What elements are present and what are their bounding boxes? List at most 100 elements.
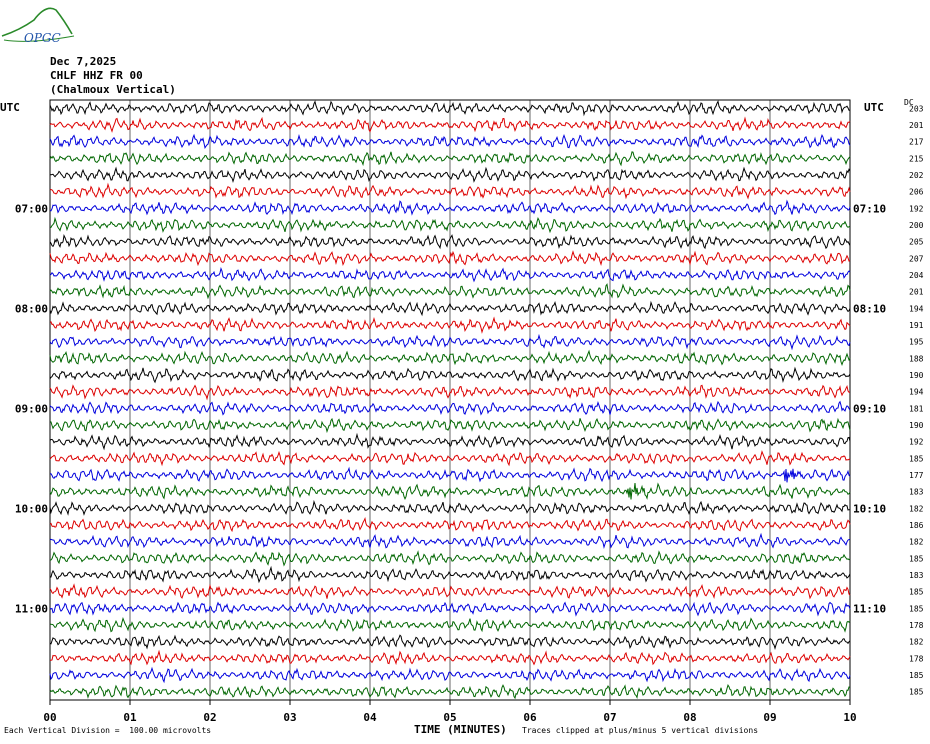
x-tick-label: 02: [203, 711, 216, 724]
x-tick-label: 01: [123, 711, 137, 724]
dc-offset-value: 205: [909, 238, 924, 247]
x-tick-label: 10: [843, 711, 856, 724]
seismic-trace: [49, 100, 850, 117]
dc-offset-value: 194: [909, 304, 924, 313]
seismic-trace: [49, 499, 851, 516]
x-tick-label: 00: [43, 711, 56, 724]
dc-offset-value: 190: [909, 371, 924, 380]
dc-offset-value: 201: [909, 288, 924, 297]
seismic-trace: [49, 366, 851, 384]
dc-offset-value: 183: [909, 571, 924, 580]
dc-offset-value: 181: [909, 404, 924, 413]
trace-group: [49, 100, 851, 700]
seismic-trace: [49, 384, 850, 401]
logo-text: OPGC: [24, 31, 61, 45]
seismic-trace: [49, 199, 851, 216]
scale-note: Each Vertical Division = 100.00 microvol…: [4, 726, 212, 735]
dc-offset-value: 194: [909, 388, 924, 397]
seismic-trace: [49, 233, 851, 250]
dc-offset-value: 195: [909, 338, 924, 347]
seismic-trace: [49, 417, 851, 434]
seismic-trace: [50, 216, 851, 234]
dc-offset-value: 182: [909, 504, 924, 513]
dc-offset-value: 185: [909, 554, 924, 563]
dc-offset-value: 204: [909, 271, 924, 280]
seismic-trace: [49, 250, 851, 267]
logo-mountain-icon: [1, 7, 73, 37]
seismic-trace: [49, 450, 851, 467]
right-hour-label: 08:10: [853, 302, 886, 315]
seismic-trace: [49, 400, 851, 416]
dc-offset-value: 185: [909, 588, 924, 597]
left-hour-label: 09:00: [15, 402, 48, 415]
dc-offset-value: 182: [909, 538, 924, 547]
seismic-trace: [49, 316, 851, 334]
x-tick-label: 04: [363, 711, 377, 724]
x-tick-label: 06: [523, 711, 537, 724]
x-tick-label: 08: [683, 711, 696, 724]
right-hour-label: 09:10: [853, 402, 886, 415]
axis-label-group: UTC UTC DC TIME (MINUTES) 07:00 08:00 09:0…: [0, 98, 924, 736]
seismic-trace: [49, 516, 851, 533]
header-date: Dec 7,2025: [50, 55, 117, 68]
dc-offset-value: 207: [909, 254, 924, 263]
seismic-trace: [49, 133, 851, 149]
dc-offset-value: 202: [909, 171, 924, 180]
dc-offset-value: 185: [909, 671, 924, 680]
header-station: CHLF HHZ FR 00: [50, 69, 143, 82]
seismic-trace: [49, 684, 851, 700]
seismic-trace: [49, 349, 851, 366]
seismic-trace: [49, 116, 851, 133]
dc-label: DC: [904, 98, 914, 107]
dc-offset-value: 178: [909, 621, 924, 630]
seismic-trace: [49, 482, 851, 501]
dc-offset-value: 182: [909, 638, 924, 647]
left-axis-label: UTC: [0, 101, 20, 114]
left-hour-label: 11:00: [15, 602, 48, 615]
seismic-trace: [49, 666, 851, 684]
left-hour-label: 10:00: [15, 502, 48, 515]
x-tick-label: 05: [443, 711, 456, 724]
dc-offset-value: 185: [909, 604, 924, 613]
dc-offset-value: 190: [909, 421, 924, 430]
dc-offset-value: 215: [909, 154, 924, 163]
right-hour-label: 11:10: [853, 602, 886, 615]
seismic-trace: [49, 565, 851, 584]
seismic-trace: [49, 550, 851, 567]
dc-offset-value: 178: [909, 654, 924, 663]
dc-offset-value: 191: [909, 321, 924, 330]
seismic-trace: [49, 283, 851, 300]
seismic-trace: [49, 300, 851, 317]
right-axis-label: UTC: [864, 101, 884, 114]
seismic-trace: [49, 634, 851, 650]
seismic-trace: [49, 432, 851, 451]
dc-offset-value: 185: [909, 688, 924, 697]
seismic-trace: [50, 649, 851, 666]
x-tick-label: 03: [283, 711, 296, 724]
dc-offset-value: 192: [909, 204, 924, 213]
seismic-trace: [50, 466, 851, 483]
dc-offset-value: 183: [909, 488, 924, 497]
x-tick-label: 09: [763, 711, 776, 724]
opgc-logo: OPGC: [1, 7, 75, 45]
seismic-trace: [49, 532, 851, 550]
seismic-trace: [49, 266, 851, 283]
dc-offset-value: 203: [909, 104, 924, 113]
dc-offset-value: 200: [909, 221, 924, 230]
dc-offset-value: 185: [909, 454, 924, 463]
header-location: (Chalmoux Vertical): [50, 83, 176, 96]
dc-offset-value: 188: [909, 354, 924, 363]
x-axis-label: TIME (MINUTES): [414, 723, 507, 736]
clip-note: Traces clipped at plus/minus 5 vertical …: [522, 726, 759, 735]
grid: 00 01 02 03 04 05 06 07 08 09 10: [43, 99, 857, 724]
seismic-trace: [49, 151, 851, 167]
x-tick-label: 07: [603, 711, 616, 724]
dc-offset-value: 201: [909, 121, 924, 130]
seismic-trace: [50, 166, 851, 183]
left-hour-label: 08:00: [15, 302, 48, 315]
seismic-trace: [49, 333, 851, 351]
right-hour-label: 10:10: [853, 502, 886, 515]
seismic-trace: [49, 182, 851, 200]
right-hour-label: 07:10: [853, 202, 886, 215]
